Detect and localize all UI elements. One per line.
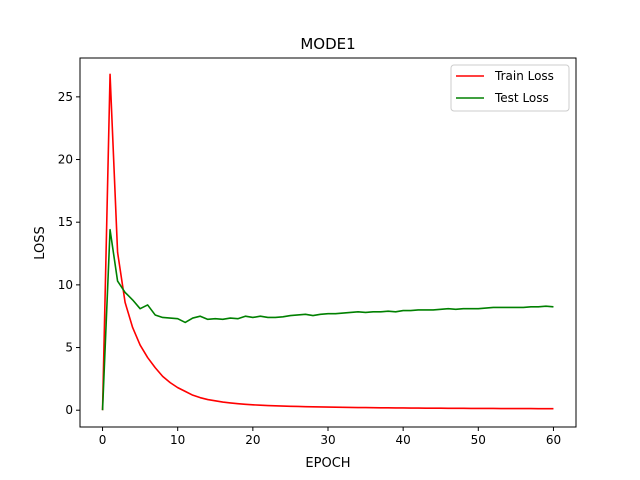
series-layer [101, 73, 554, 411]
y-tick-label: 15 [58, 215, 73, 229]
x-axis-label: EPOCH [305, 456, 350, 471]
y-tick-label: 0 [65, 403, 73, 417]
x-tick-label: 50 [471, 433, 486, 447]
x-tick-label: 40 [396, 433, 411, 447]
legend-label: Test Loss [494, 91, 549, 105]
series-line-train-loss [101, 73, 554, 411]
y-axis: 0 5 10 15 20 25 [58, 90, 80, 417]
x-tick-label: 60 [546, 433, 561, 447]
x-tick-label: 30 [320, 433, 335, 447]
y-tick-label: 25 [58, 90, 73, 104]
x-tick-label: 10 [170, 433, 185, 447]
x-axis: 0 10 20 30 40 50 60 [99, 427, 561, 447]
series-line-test-loss [101, 228, 554, 411]
chart-title: MODE1 [300, 35, 355, 53]
x-tick-label: 20 [245, 433, 260, 447]
y-tick-label: 20 [58, 153, 73, 167]
y-tick-label: 10 [58, 278, 73, 292]
legend: Train Loss Test Loss [450, 64, 570, 112]
legend-label: Train Loss [494, 69, 554, 83]
plot-frame [79, 57, 577, 428]
x-tick-label: 0 [99, 433, 107, 447]
y-tick-label: 5 [65, 341, 73, 355]
y-axis-label: LOSS [33, 226, 48, 260]
